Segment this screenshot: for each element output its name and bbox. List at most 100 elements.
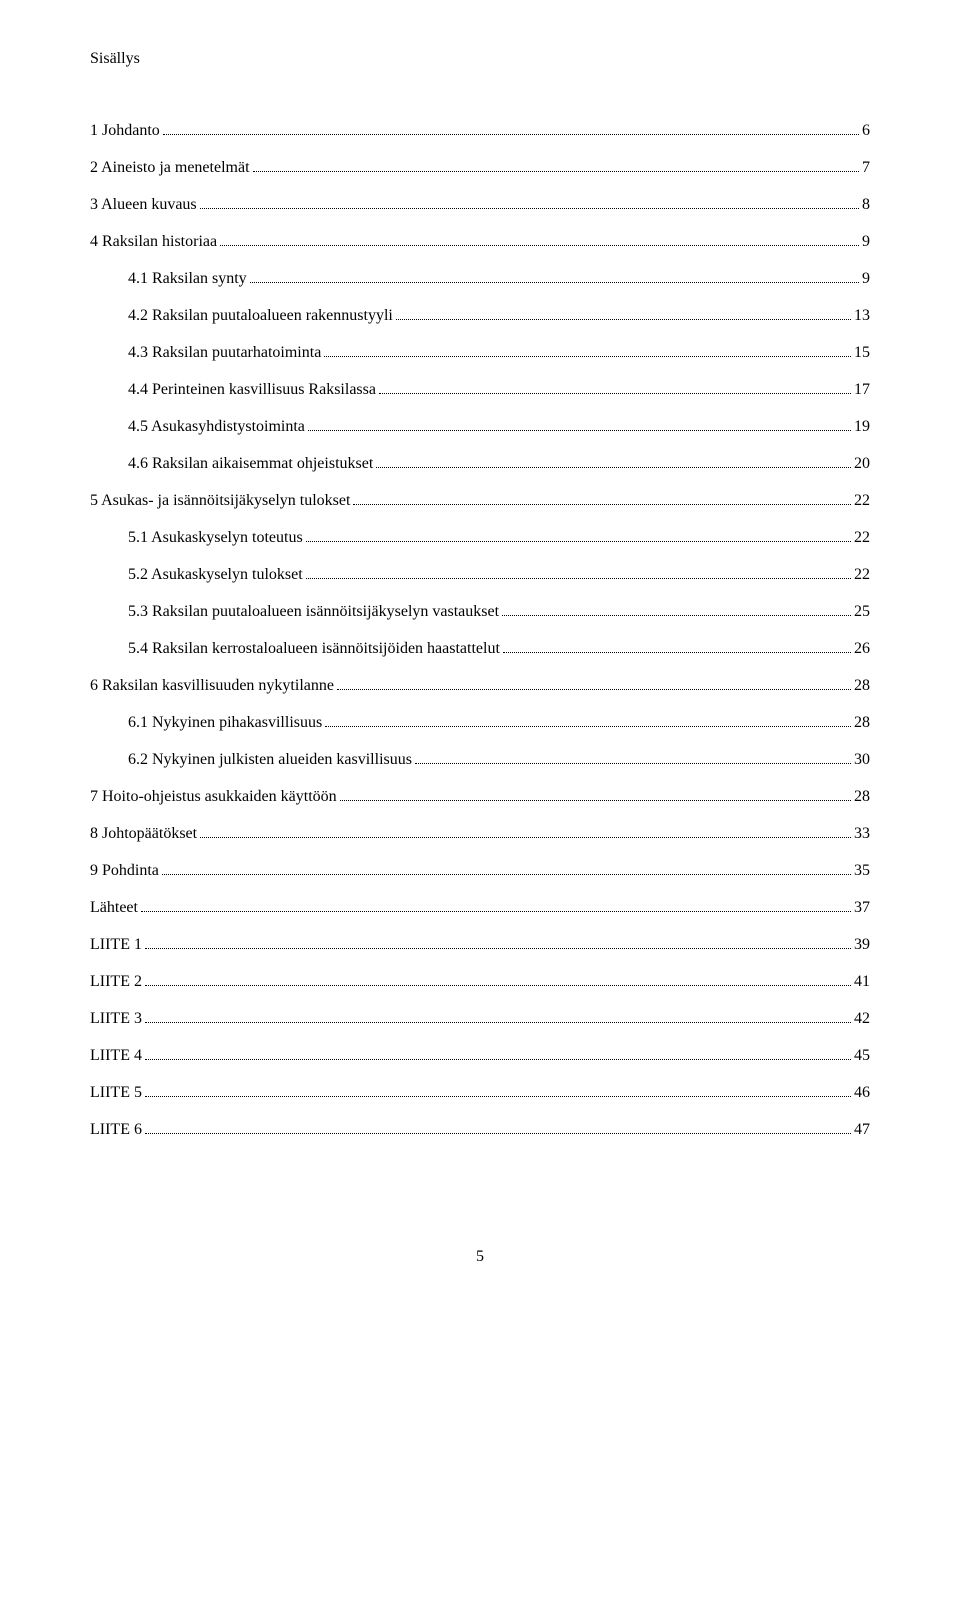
toc-leader-dots [250, 282, 859, 283]
toc-leader-dots [253, 171, 859, 172]
toc-entry-label: LIITE 2 [90, 974, 142, 990]
toc-entry: Lähteet 37 [90, 900, 870, 916]
toc-entry-page: 17 [854, 382, 870, 398]
toc-leader-dots [200, 837, 851, 838]
toc-leader-dots [145, 1133, 851, 1134]
toc-entry: 7 Hoito-ohjeistus asukkaiden käyttöön 28 [90, 789, 870, 805]
toc-entry-label: 3 Alueen kuvaus [90, 197, 197, 213]
toc-leader-dots [337, 689, 851, 690]
toc-entry: 5.1 Asukaskyselyn toteutus 22 [90, 530, 870, 546]
toc-entry-page: 39 [854, 937, 870, 953]
toc-entry: 6 Raksilan kasvillisuuden nykytilanne 28 [90, 678, 870, 694]
toc-entry: 1 Johdanto 6 [90, 123, 870, 139]
toc-entry-page: 20 [854, 456, 870, 472]
toc-entry: 4.6 Raksilan aikaisemmat ohjeistukset 20 [90, 456, 870, 472]
toc-entry: 5 Asukas- ja isännöitsijäkyselyn tulokse… [90, 493, 870, 509]
toc-leader-dots [324, 356, 851, 357]
toc-entry-label: 6.2 Nykyinen julkisten alueiden kasvilli… [128, 752, 412, 768]
toc-entry-page: 47 [854, 1122, 870, 1138]
toc-entry-label: 4.4 Perinteinen kasvillisuus Raksilassa [128, 382, 376, 398]
toc-entry-label: 2 Aineisto ja menetelmät [90, 160, 250, 176]
toc-entry-label: LIITE 4 [90, 1048, 142, 1064]
toc-entry-page: 28 [854, 789, 870, 805]
toc-entry-label: 6 Raksilan kasvillisuuden nykytilanne [90, 678, 334, 694]
toc-entry: 4.2 Raksilan puutaloalueen rakennustyyli… [90, 308, 870, 324]
toc-entry-page: 45 [854, 1048, 870, 1064]
toc-leader-dots [503, 652, 851, 653]
toc-entry: 9 Pohdinta 35 [90, 863, 870, 879]
toc-entry: 6.1 Nykyinen pihakasvillisuus 28 [90, 715, 870, 731]
toc-leader-dots [145, 985, 851, 986]
toc-entry-label: 4.2 Raksilan puutaloalueen rakennustyyli [128, 308, 393, 324]
table-of-contents: 1 Johdanto 6 2 Aineisto ja menetelmät 7 3 … [90, 123, 870, 1138]
toc-entry: LIITE 1 39 [90, 937, 870, 953]
toc-entry: 4 Raksilan historiaa 9 [90, 234, 870, 250]
toc-entry-label: 7 Hoito-ohjeistus asukkaiden käyttöön [90, 789, 337, 805]
toc-entry-label: Lähteet [90, 900, 138, 916]
toc-entry-label: 5.4 Raksilan kerrostaloalueen isännöitsi… [128, 641, 500, 657]
toc-entry-page: 22 [854, 530, 870, 546]
toc-entry: 3 Alueen kuvaus 8 [90, 197, 870, 213]
toc-leader-dots [502, 615, 851, 616]
toc-entry-page: 9 [862, 271, 870, 287]
toc-entry-label: 1 Johdanto [90, 123, 160, 139]
toc-entry: 4.3 Raksilan puutarhatoiminta 15 [90, 345, 870, 361]
toc-entry-label: LIITE 1 [90, 937, 142, 953]
toc-entry-label: 5 Asukas- ja isännöitsijäkyselyn tulokse… [90, 493, 350, 509]
toc-entry: 5.4 Raksilan kerrostaloalueen isännöitsi… [90, 641, 870, 657]
toc-entry-page: 13 [854, 308, 870, 324]
toc-leader-dots [340, 800, 851, 801]
toc-entry-label: LIITE 6 [90, 1122, 142, 1138]
toc-leader-dots [141, 911, 851, 912]
toc-leader-dots [376, 467, 851, 468]
toc-leader-dots [415, 763, 851, 764]
toc-entry-page: 9 [862, 234, 870, 250]
toc-entry-page: 42 [854, 1011, 870, 1027]
toc-entry-label: 5.1 Asukaskyselyn toteutus [128, 530, 303, 546]
toc-leader-dots [396, 319, 851, 320]
page-number: 5 [90, 1248, 870, 1266]
toc-entry-page: 8 [862, 197, 870, 213]
toc-entry-page: 30 [854, 752, 870, 768]
toc-leader-dots [353, 504, 851, 505]
toc-entry-label: 4.6 Raksilan aikaisemmat ohjeistukset [128, 456, 373, 472]
toc-entry-label: 4.3 Raksilan puutarhatoiminta [128, 345, 321, 361]
toc-leader-dots [145, 1022, 851, 1023]
toc-entry-label: 5.3 Raksilan puutaloalueen isännöitsijäk… [128, 604, 499, 620]
toc-leader-dots [162, 874, 851, 875]
toc-leader-dots [145, 1059, 851, 1060]
toc-leader-dots [306, 541, 851, 542]
toc-entry: LIITE 2 41 [90, 974, 870, 990]
toc-entry: LIITE 3 42 [90, 1011, 870, 1027]
toc-entry: LIITE 5 46 [90, 1085, 870, 1101]
toc-entry-label: 5.2 Asukaskyselyn tulokset [128, 567, 303, 583]
toc-entry-page: 25 [854, 604, 870, 620]
toc-entry: 4.1 Raksilan synty 9 [90, 271, 870, 287]
toc-leader-dots [145, 1096, 851, 1097]
toc-entry-page: 7 [862, 160, 870, 176]
toc-entry: 8 Johtopäätökset 33 [90, 826, 870, 842]
toc-entry-page: 35 [854, 863, 870, 879]
toc-entry-label: LIITE 5 [90, 1085, 142, 1101]
toc-entry: 2 Aineisto ja menetelmät 7 [90, 160, 870, 176]
toc-leader-dots [220, 245, 859, 246]
toc-leader-dots [163, 134, 859, 135]
toc-entry: 5.3 Raksilan puutaloalueen isännöitsijäk… [90, 604, 870, 620]
toc-entry: 4.4 Perinteinen kasvillisuus Raksilassa … [90, 382, 870, 398]
toc-entry-page: 22 [854, 493, 870, 509]
toc-entry-page: 46 [854, 1085, 870, 1101]
toc-entry: LIITE 4 45 [90, 1048, 870, 1064]
toc-entry: LIITE 6 47 [90, 1122, 870, 1138]
toc-entry-label: 4.5 Asukasyhdistystoiminta [128, 419, 305, 435]
toc-entry-page: 22 [854, 567, 870, 583]
toc-entry-label: 8 Johtopäätökset [90, 826, 197, 842]
toc-entry: 6.2 Nykyinen julkisten alueiden kasvilli… [90, 752, 870, 768]
toc-entry: 4.5 Asukasyhdistystoiminta 19 [90, 419, 870, 435]
toc-entry-label: 6.1 Nykyinen pihakasvillisuus [128, 715, 322, 731]
toc-entry-page: 28 [854, 678, 870, 694]
toc-entry-page: 15 [854, 345, 870, 361]
toc-leader-dots [325, 726, 851, 727]
toc-entry-page: 28 [854, 715, 870, 731]
toc-entry-page: 26 [854, 641, 870, 657]
toc-entry-page: 19 [854, 419, 870, 435]
